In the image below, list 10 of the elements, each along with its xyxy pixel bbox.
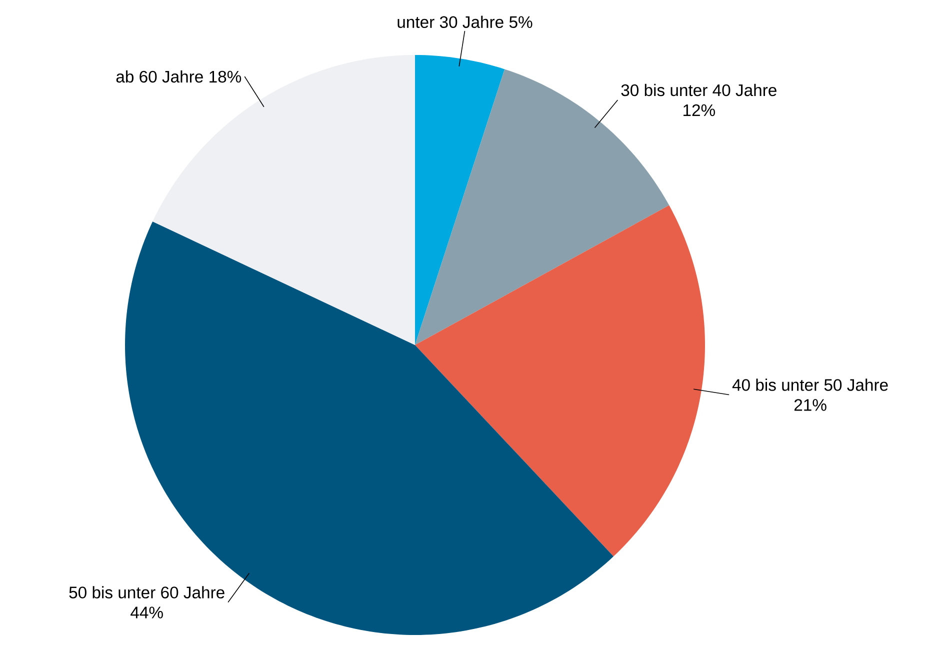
slice-label: 50 bis unter 60 Jahre xyxy=(69,586,224,598)
slice-label: 30 bis unter 40 Jahre xyxy=(621,84,776,96)
data-label: 44% xyxy=(130,606,163,618)
data-label: 21% xyxy=(794,399,826,411)
slice-label: 40 bis unter 50 Jahre xyxy=(732,378,888,391)
data-label: 12% xyxy=(684,104,715,116)
data-label: 5% xyxy=(509,16,532,28)
slice-label: unter 30 Jahre xyxy=(398,16,504,28)
slice-label: ab 60 Jahre xyxy=(116,70,203,83)
data-label: 18% xyxy=(210,70,242,83)
